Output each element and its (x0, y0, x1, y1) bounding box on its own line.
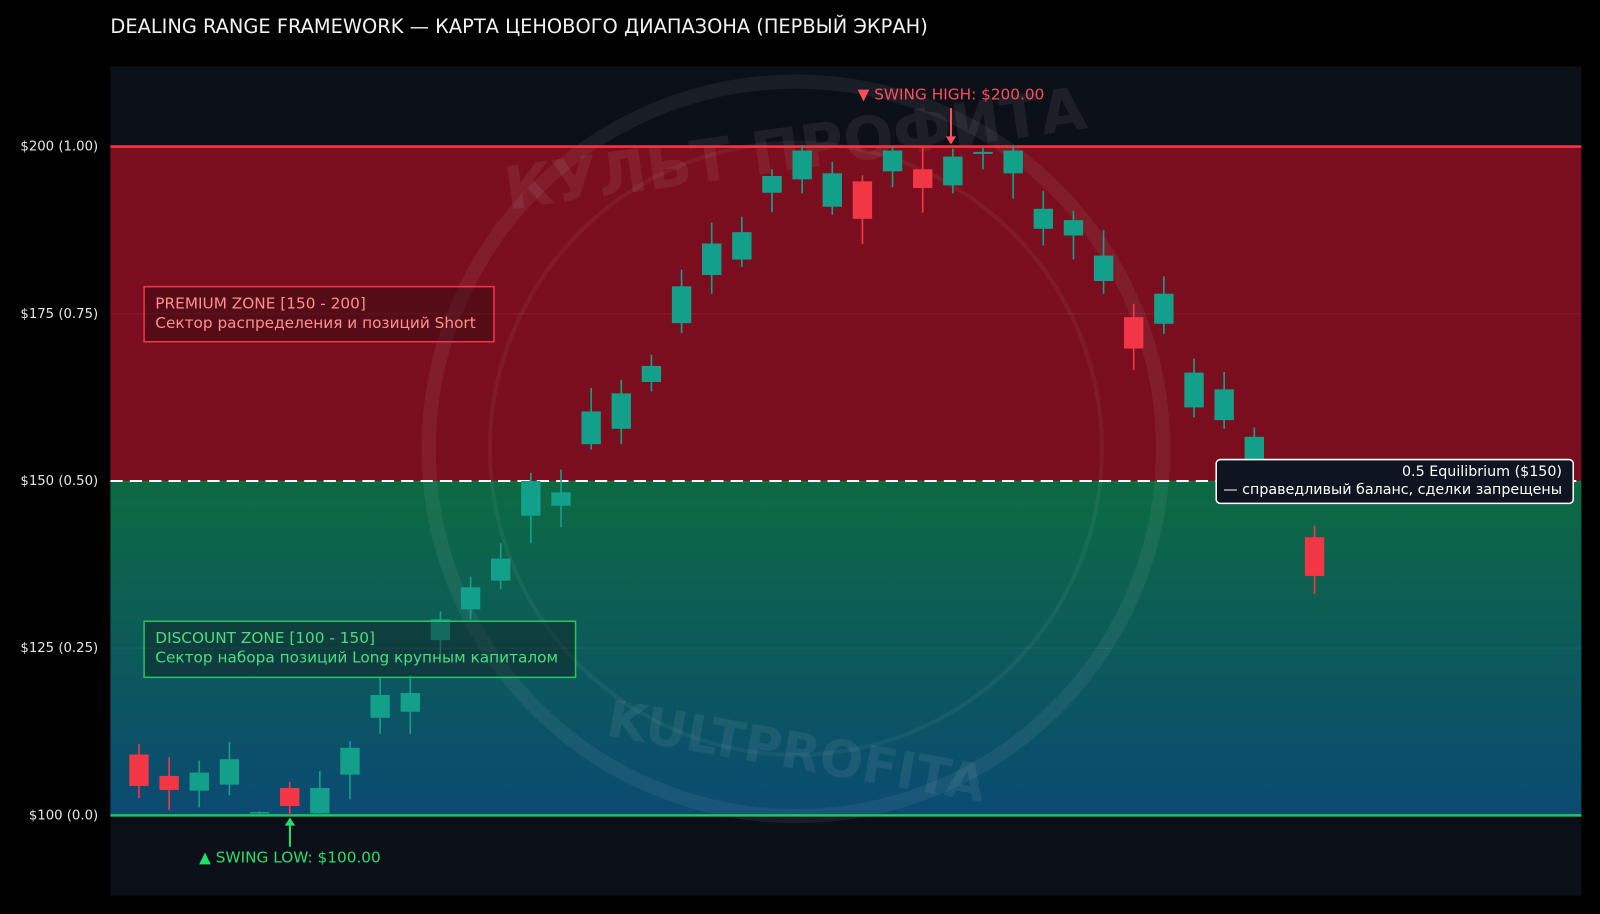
y-tick-label: $175 (0.75) (20, 307, 98, 322)
chart-title: DEALING RANGE FRAMEWORK — КАРТА ЦЕНОВОГО… (110, 14, 927, 38)
candle-body (852, 181, 873, 219)
candle-body (1003, 150, 1023, 174)
zone-label: DISCOUNT ZONE [100 - 150] (155, 629, 375, 647)
candle-body (1154, 293, 1174, 324)
zone-description: Сектор набора позиций Long крупным капит… (155, 648, 558, 666)
swing-high-arrowhead (945, 136, 957, 145)
candle-body (882, 150, 903, 172)
candle-body (551, 492, 571, 506)
zone-label: PREMIUM ZONE [150 - 200] (155, 294, 366, 312)
equilibrium-box (1215, 458, 1574, 505)
zone-label-box (143, 620, 577, 679)
candle-body (943, 156, 963, 186)
zone-description: Сектор распределения и позиций Short (155, 314, 475, 332)
candle-body (491, 558, 511, 581)
candle-body (732, 232, 752, 260)
candle-body (671, 286, 692, 324)
swing-low-label: ▲ SWING LOW: $100.00 (199, 848, 381, 866)
candle-body (159, 775, 179, 790)
y-tick-label: $100 (0.0) (29, 808, 98, 823)
zone-label-box (143, 285, 495, 343)
watermark-ring (487, 140, 1104, 757)
candle-body (973, 151, 993, 154)
candle-body (822, 173, 842, 207)
candle-body (249, 812, 270, 814)
candle-body (581, 411, 601, 445)
candle-body (702, 243, 722, 275)
candle-body (1124, 317, 1144, 349)
zone (110, 146, 1582, 481)
candle-body (1063, 220, 1084, 236)
candle-body (1184, 372, 1204, 408)
y-tick-label: $150 (0.50) (20, 474, 98, 489)
y-tick-label: $125 (0.25) (20, 641, 98, 656)
candle-body (280, 787, 300, 807)
candle-body (219, 759, 240, 785)
equilibrium-text: — справедливый баланс, сделки запрещены (1223, 482, 1562, 498)
candle-body (129, 754, 149, 786)
candle-body (460, 587, 481, 610)
equilibrium-title: 0.5 Equilibrium ($150) (1402, 464, 1562, 480)
candle-body (189, 772, 209, 791)
candle-body (611, 393, 631, 429)
swing-low-arrowhead (284, 817, 296, 826)
candle-body (1244, 436, 1264, 461)
candle-body (762, 175, 782, 193)
candle-body (340, 747, 360, 775)
swing-high-label: ▼ SWING HIGH: $200.00 (858, 85, 1045, 103)
candle-body (1214, 389, 1234, 421)
candle-body (1304, 537, 1325, 576)
candle-body (430, 619, 451, 641)
candle-body (1033, 208, 1053, 229)
candle-body (521, 480, 541, 516)
candle-body (310, 787, 330, 814)
y-tick-label: $200 (1.00) (20, 140, 98, 155)
candle-body (370, 694, 390, 718)
candle-body (792, 150, 812, 180)
candle-body (400, 692, 420, 712)
candle-body (641, 365, 662, 382)
candle-body (913, 169, 933, 189)
candle-body (1093, 255, 1114, 281)
